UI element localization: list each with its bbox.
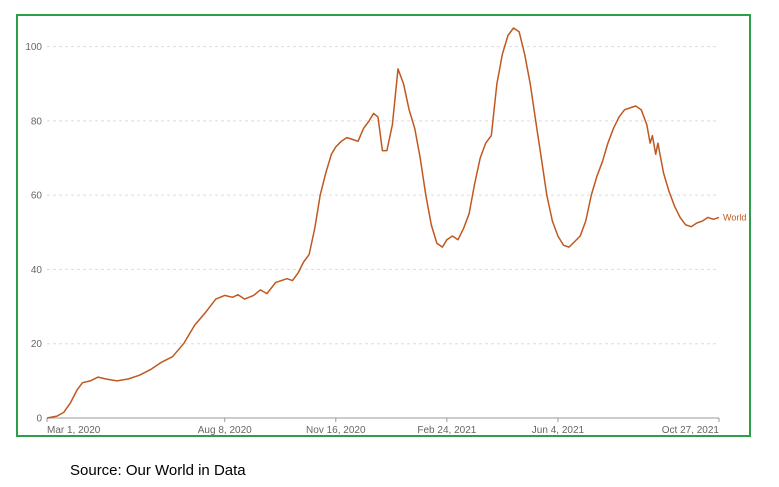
x-tick-label: Oct 27, 2021: [662, 425, 720, 435]
y-tick-label: 60: [31, 191, 43, 202]
y-tick-label: 100: [25, 42, 42, 53]
y-tick-label: 80: [31, 116, 43, 127]
line-chart: 0 20 40 60 80 100 Mar 1, 2020 Aug 8, 2020 Nov 16…: [25, 27, 746, 435]
y-tick-label: 40: [31, 265, 43, 276]
source-caption: Source: Our World in Data: [70, 462, 246, 479]
y-tick-label: 0: [36, 414, 42, 425]
x-tick-label: Feb 24, 2021: [417, 425, 476, 435]
x-tick-label: Jun 4, 2021: [532, 425, 585, 435]
x-tick-label: Aug 8, 2020: [198, 425, 252, 435]
x-tick-label: Nov 16, 2020: [306, 425, 366, 435]
x-tick-label: Mar 1, 2020: [47, 425, 101, 435]
y-tick-label: 20: [31, 339, 43, 350]
chart-frame: 0 20 40 60 80 100 Mar 1, 2020 Aug 8, 2020 Nov 16…: [16, 14, 751, 437]
series-label-world: World: [723, 212, 746, 222]
series-line-world: [46, 27, 720, 419]
